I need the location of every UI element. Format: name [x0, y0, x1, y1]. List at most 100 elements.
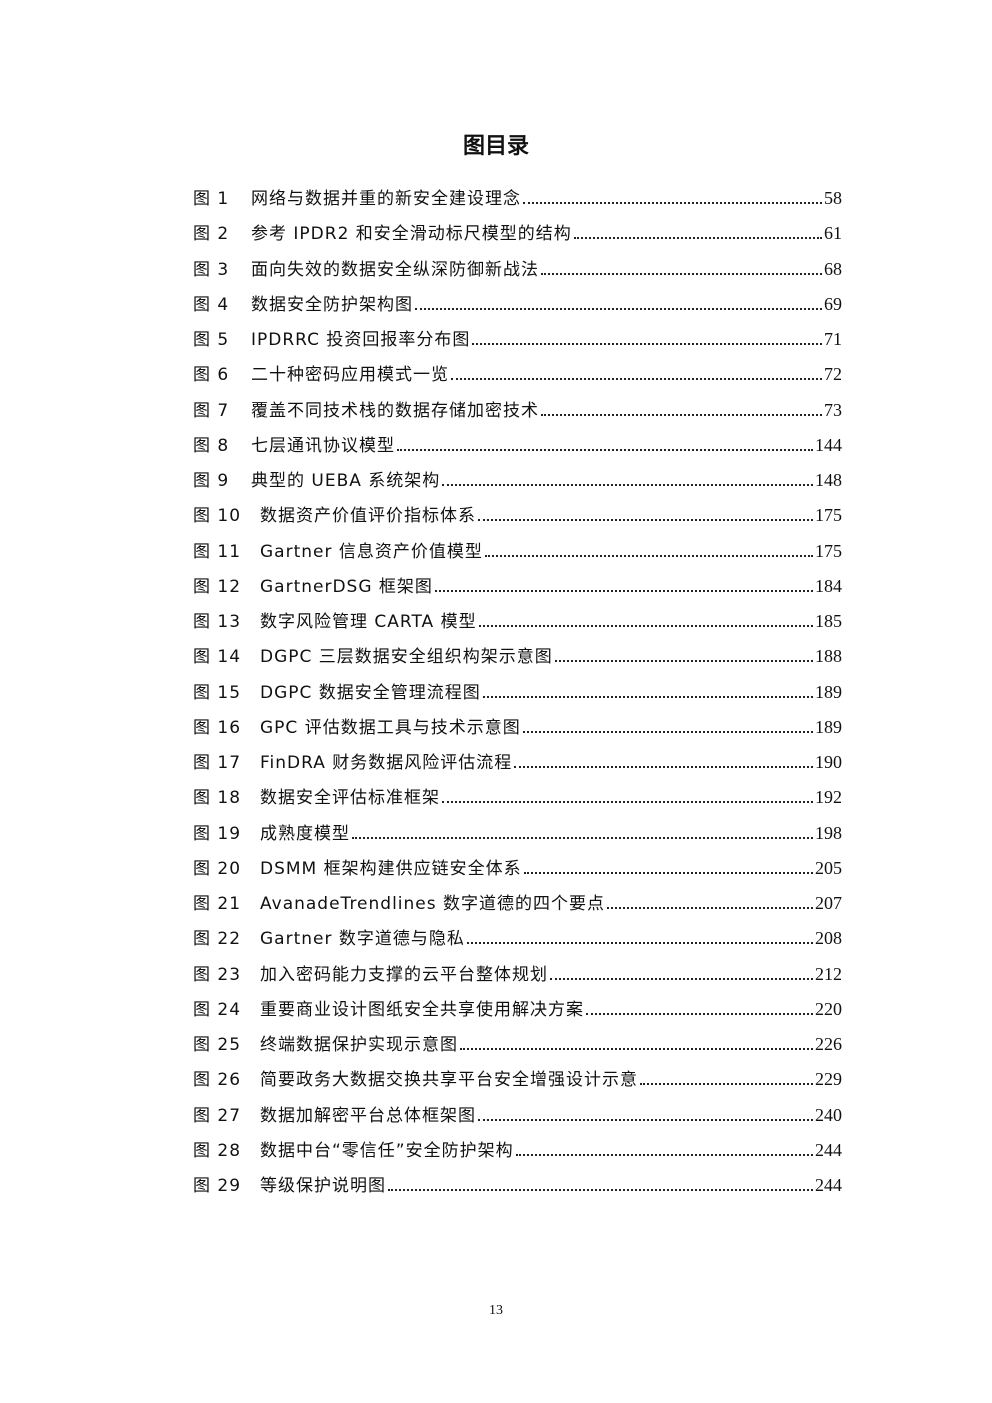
page-ref: 226 [815, 1034, 842, 1054]
figure-title: GartnerDSG 框架图 [260, 576, 433, 597]
figure-entry: 图 15 DGPC 数据安全管理流程图 189 [193, 678, 842, 713]
figure-label: 图 4 [193, 294, 230, 315]
figure-title: 数字风险管理 CARTA 模型 [260, 612, 477, 632]
figure-title: 七层通讯协议模型 [251, 435, 395, 456]
figure-label: 图 22 [193, 929, 242, 950]
page-ref: 148 [815, 470, 842, 490]
figure-title: 数据安全防护架构图 [251, 294, 413, 315]
figure-title: FinDRA 财务数据风险评估流程 [260, 753, 513, 773]
page-ref: 188 [815, 646, 842, 667]
figure-label: 图 25 [193, 1035, 242, 1055]
dot-leader [478, 519, 813, 522]
figure-entry: 图 11 Gartner 信息资产价值模型 175 [193, 537, 842, 572]
figure-entry: 图 19 成熟度模型 198 [193, 819, 842, 854]
figure-title: 数据中台“零信任”安全防护架构 [260, 1140, 514, 1161]
dot-leader [434, 589, 813, 592]
figure-title: 覆盖不同技术栈的数据存储加密技术 [251, 400, 539, 421]
figure-title: 典型的 UEBA 系统架构 [251, 471, 441, 491]
figure-label: 图 26 [193, 1070, 242, 1091]
figure-title: 二十种密码应用模式一览 [251, 365, 449, 386]
dot-leader [541, 413, 822, 416]
page-ref: 240 [815, 1104, 842, 1125]
figure-title: Gartner 信息资产价值模型 [260, 541, 483, 562]
figure-entry: 图 9 典型的 UEBA 系统架构 148 [193, 466, 842, 501]
figure-entry: 图 28 数据中台“零信任”安全防护架构 244 [193, 1136, 842, 1171]
figure-entry: 图 22 Gartner 数字道德与隐私 208 [193, 924, 842, 959]
dot-leader [451, 378, 822, 381]
figure-label: 图 10 [193, 506, 242, 527]
figure-entry: 图 18 数据安全评估标准框架 192 [193, 783, 842, 818]
figure-title: DSMM 框架构建供应链安全体系 [260, 858, 522, 879]
page-number: 13 [489, 1303, 503, 1318]
figure-title: 成熟度模型 [260, 823, 350, 844]
dot-leader [514, 766, 813, 768]
figure-label: 图 6 [193, 365, 230, 386]
figure-label: 图 2 [193, 224, 230, 245]
figure-label: 图 13 [193, 612, 242, 632]
figure-entry: 图 10 数据资产价值评价指标体系 175 [193, 501, 842, 536]
dot-leader [586, 1012, 813, 1015]
dot-leader [472, 343, 822, 345]
dot-leader [388, 1189, 813, 1191]
figure-entry: 图 4 数据安全防护架构图 69 [193, 290, 842, 325]
figure-label: 图 20 [193, 858, 242, 879]
dot-leader [482, 695, 813, 698]
figure-label: 图 16 [193, 717, 242, 738]
figure-entry: 图 29 等级保护说明图 244 [193, 1171, 842, 1206]
figure-title: IPDRRC 投资回报率分布图 [251, 330, 471, 350]
page-ref: 73 [824, 399, 842, 420]
figure-entry: 图 8 七层通讯协议模型 144 [193, 431, 842, 466]
figure-entry: 图 24 重要商业设计图纸安全共享使用解决方案 220 [193, 995, 842, 1030]
figure-title: 网络与数据并重的新安全建设理念 [251, 189, 521, 209]
page-ref: 205 [815, 857, 842, 878]
figure-title: 数据资产价值评价指标体系 [260, 506, 476, 527]
figure-label: 图 18 [193, 788, 242, 809]
figure-label: 图 23 [193, 964, 242, 985]
page-ref: 71 [824, 329, 842, 349]
page-ref: 175 [815, 505, 842, 526]
figure-label: 图 7 [193, 400, 230, 421]
dot-leader [607, 907, 813, 909]
figure-label: 图 3 [193, 259, 230, 280]
page-ref: 189 [815, 681, 842, 702]
figure-label: 图 27 [193, 1105, 242, 1126]
figure-entry: 图 12 GartnerDSG 框架图 184 [193, 572, 842, 607]
figure-title: 终端数据保护实现示意图 [260, 1035, 458, 1055]
figure-label: 图 11 [193, 541, 242, 562]
figure-entry: 图 3 面向失效的数据安全纵深防御新战法 68 [193, 255, 842, 290]
figure-title: 数据安全评估标准框架 [260, 788, 440, 809]
dot-leader [550, 977, 813, 980]
page-title: 图目录 [462, 134, 529, 159]
figure-title: DGPC 数据安全管理流程图 [260, 682, 481, 703]
page-ref: 212 [815, 963, 842, 984]
page-ref: 190 [815, 752, 842, 772]
page-ref: 198 [815, 822, 842, 843]
figure-entry: 图 27 数据加解密平台总体框架图 240 [193, 1101, 842, 1136]
figure-list: 图 1 网络与数据并重的新安全建设理念 58 图 2 参考 IPDR2 和安全滑动标尺模… [193, 184, 842, 1206]
page-ref: 61 [824, 223, 842, 244]
page-ref: 185 [815, 611, 842, 631]
dot-leader [554, 660, 813, 663]
figure-label: 图 9 [193, 471, 230, 491]
figure-label: 图 17 [193, 753, 242, 773]
figure-entry: 图 20 DSMM 框架构建供应链安全体系 205 [193, 854, 842, 889]
figure-entry: 图 13 数字风险管理 CARTA 模型 185 [193, 607, 842, 642]
page-ref: 192 [815, 787, 842, 808]
figure-title: 重要商业设计图纸安全共享使用解决方案 [260, 999, 584, 1020]
figure-title: DGPC 三层数据安全组织构架示意图 [260, 647, 553, 668]
figure-title: 简要政务大数据交换共享平台安全增强设计示意 [260, 1070, 638, 1091]
figure-entry: 图 1 网络与数据并重的新安全建设理念 58 [193, 184, 842, 219]
page-ref: 208 [815, 928, 842, 949]
figure-title: 面向失效的数据安全纵深防御新战法 [251, 259, 539, 280]
figure-label: 图 1 [193, 189, 230, 209]
figure-title: GPC 评估数据工具与技术示意图 [260, 717, 521, 738]
figure-title: AvanadeTrendlines 数字道德的四个要点 [260, 894, 606, 914]
figure-label: 图 15 [193, 682, 242, 703]
dot-leader [523, 202, 822, 204]
figure-label: 图 12 [193, 576, 242, 597]
figure-label: 图 28 [193, 1140, 242, 1161]
figure-label: 图 19 [193, 823, 242, 844]
dot-leader [415, 307, 822, 310]
figure-entry: 图 26 简要政务大数据交换共享平台安全增强设计示意 229 [193, 1065, 842, 1100]
page-ref: 229 [815, 1069, 842, 1090]
